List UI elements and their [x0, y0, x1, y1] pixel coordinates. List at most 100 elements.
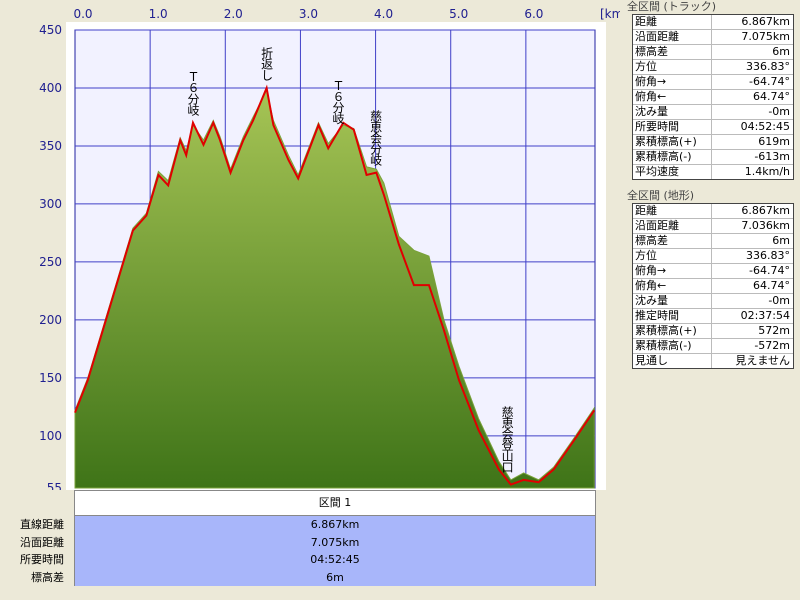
summary-row: 距離 6.867km: [633, 204, 793, 219]
summary-row: 沈み量 -0m: [633, 105, 793, 120]
summary-row: 推定時間 02:37:54: [633, 309, 793, 324]
interval-row: 所要時間 04:52:45: [0, 551, 596, 569]
y-tick-label: 350: [39, 139, 62, 153]
summary-panel: 全区間 (トラック) 距離 6.867km 沿面距離 7.075km 標高差 6m 方位 336…: [624, 0, 796, 180]
x-tick-label: 4.0: [374, 7, 393, 21]
summary-row: 累積標高(-) -572m: [633, 339, 793, 354]
summary-label: 俯角→: [633, 75, 712, 89]
summary-label: 標高差: [633, 45, 712, 59]
summary-value: -0m: [768, 294, 790, 307]
summary-value: 64.74°: [753, 279, 790, 292]
summary-label: 俯角←: [633, 279, 712, 293]
interval-row: 直線距離 6.867km: [0, 516, 596, 534]
interval-label: 沿面距離: [20, 535, 64, 549]
summary-value: 見えません: [735, 354, 790, 367]
summary-row: 平均速度 1.4km/h: [633, 165, 793, 179]
panel-title: 全区間 (地形): [624, 189, 796, 203]
summary-value: 64.74°: [753, 90, 790, 103]
summary-value: 7.036km: [741, 219, 790, 232]
interval-row: 標高差 6m: [0, 568, 596, 586]
summary-row: 沿面距離 7.036km: [633, 219, 793, 234]
summary-label: 沿面距離: [633, 30, 712, 44]
summary-value: 7.075km: [741, 30, 790, 43]
track-line: [74, 84, 596, 486]
y-tick-label: 300: [39, 197, 62, 211]
summary-label: 距離: [633, 15, 712, 29]
interval-title: 区間 1: [74, 490, 596, 516]
summary-label: 累積標高(-): [633, 150, 712, 164]
y-tick-label: 400: [39, 81, 62, 95]
profile-chart: 0.0 1.0 2.0 3.0 4.0 5.0 6.0 [km] 55 100 150 200 250 3…: [39, 7, 620, 490]
summary-label: 距離: [633, 204, 712, 218]
summary-label: 所要時間: [633, 120, 712, 134]
summary-row: 累積標高(-) -613m: [633, 150, 793, 165]
summary-value: -64.74°: [749, 75, 790, 88]
summary-value: 572m: [758, 324, 790, 337]
summary-label: 見通し: [633, 354, 712, 368]
summary-row: 距離 6.867km: [633, 15, 793, 30]
summary-value: 6m: [772, 234, 790, 247]
summary-row: 累積標高(+) 619m: [633, 135, 793, 150]
panel-title: 全区間 (トラック): [624, 0, 796, 14]
y-tick-label: 450: [39, 23, 62, 37]
x-tick-label: 3.0: [299, 7, 318, 21]
interval-label: 所要時間: [20, 553, 64, 566]
summary-value: -0m: [768, 105, 790, 118]
summary-row: 標高差 6m: [633, 45, 793, 60]
summary-label: 俯角→: [633, 264, 712, 278]
interval-label: 標高差: [31, 570, 64, 584]
y-tick-label: 200: [39, 313, 62, 327]
summary-value: 6.867km: [741, 15, 790, 28]
summary-label: 俯角←: [633, 90, 712, 104]
summary-table: 距離 6.867km 沿面距離 7.036km 標高差 6m 方位 336.83° 俯角→ -64…: [632, 203, 794, 369]
summary-panel: 全区間 (地形) 距離 6.867km 沿面距離 7.036km 標高差 6m 方位 336.8…: [624, 189, 796, 369]
x-tick-label: 5.0: [449, 7, 468, 21]
summary-value: 619m: [758, 135, 790, 148]
summary-table: 距離 6.867km 沿面距離 7.075km 標高差 6m 方位 336.83° 俯角→ -64…: [632, 14, 794, 180]
x-tick-label: 2.0: [224, 7, 243, 21]
x-unit: [km]: [600, 7, 620, 21]
summary-label: 方位: [633, 60, 712, 74]
summary-value: 336.83°: [746, 249, 790, 262]
summary-row: 沿面距離 7.075km: [633, 30, 793, 45]
y-tick-label: 55: [47, 481, 62, 490]
interval-value: 7.075km: [74, 533, 596, 551]
summary-row: 累積標高(+) 572m: [633, 324, 793, 339]
interval-value: 04:52:45: [74, 551, 596, 569]
summary-label: 沈み量: [633, 294, 712, 308]
summary-value: -572m: [754, 339, 790, 352]
interval-table: 区間 1 直線距離 6.867km 沿面距離 7.075km 所要時間 04:52:45 標高…: [0, 490, 596, 586]
summary-value: 336.83°: [746, 60, 790, 73]
summary-row: 俯角← 64.74°: [633, 90, 793, 105]
annotation: 慈恵会登山口: [500, 404, 514, 472]
summary-value: 04:52:45: [740, 120, 790, 133]
annotation: 慈恵会分岐: [369, 108, 383, 165]
x-tick-label: 6.0: [524, 7, 543, 21]
summary-label: 平均速度: [633, 165, 712, 179]
summary-row: 俯角→ -64.74°: [633, 75, 793, 90]
summary-label: 推定時間: [633, 309, 712, 323]
interval-value: 6.867km: [74, 516, 596, 534]
summary-value: 1.4km/h: [744, 165, 790, 178]
summary-row: 方位 336.83°: [633, 249, 793, 264]
summary-value: -613m: [754, 150, 790, 163]
x-tick-label: 1.0: [149, 7, 168, 21]
summary-row: 沈み量 -0m: [633, 294, 793, 309]
summary-value: -64.74°: [749, 264, 790, 277]
summary-row: 所要時間 04:52:45: [633, 120, 793, 135]
summary-value: 6.867km: [741, 204, 790, 217]
x-tick-label: 0.0: [73, 7, 92, 21]
y-tick-label: 250: [39, 255, 62, 269]
summary-row: 見通し 見えません: [633, 354, 793, 368]
summary-label: 累積標高(-): [633, 339, 712, 353]
summary-label: 沿面距離: [633, 219, 712, 233]
summary-label: 累積標高(+): [633, 135, 712, 149]
annotation: Ｔ６分岐: [186, 71, 200, 116]
summary-label: 累積標高(+): [633, 324, 712, 338]
y-tick-label: 100: [39, 429, 62, 443]
y-tick-label: 150: [39, 371, 62, 385]
summary-label: 方位: [633, 249, 712, 263]
summary-value: 02:37:54: [740, 309, 790, 322]
summary-value: 6m: [772, 45, 790, 58]
